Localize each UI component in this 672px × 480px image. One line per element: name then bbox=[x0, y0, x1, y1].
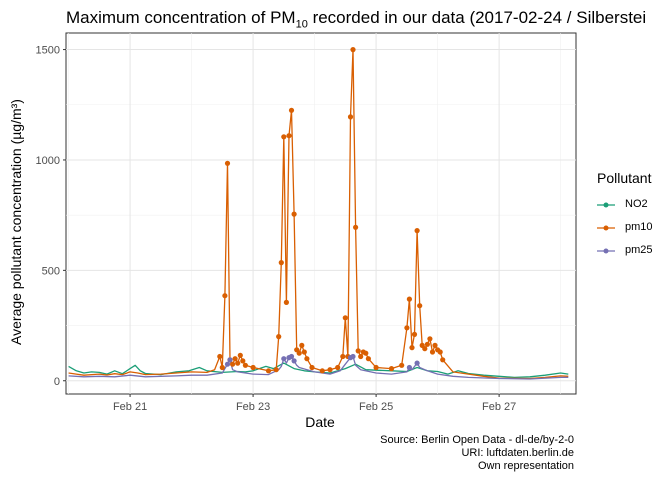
legend-item-pm25: pm25 bbox=[597, 242, 653, 265]
data-point-pm10 bbox=[301, 349, 307, 355]
series-line-no2 bbox=[68, 362, 569, 379]
data-point-pm10 bbox=[286, 133, 292, 139]
data-point-pm10 bbox=[327, 367, 333, 373]
chart-title-suffix: recorded in our data (2017-02-24 / Silbe… bbox=[307, 8, 647, 27]
legend-label-no2: NO2 bbox=[625, 198, 648, 210]
y-axis-title: Average pollutant concentration (µg/m³) bbox=[8, 99, 24, 345]
data-point-pm25 bbox=[224, 361, 231, 367]
data-point-pm10 bbox=[296, 350, 302, 356]
data-point-pm25 bbox=[350, 353, 356, 360]
data-point-pm10 bbox=[219, 364, 225, 371]
data-point-pm10 bbox=[242, 362, 248, 368]
data-point-pm10 bbox=[440, 357, 446, 363]
y-tick-label: 1500 bbox=[36, 45, 60, 57]
data-point-pm10 bbox=[299, 342, 305, 348]
legend: Pollutant NO2 pm10 pm25 bbox=[597, 170, 653, 265]
data-point-pm10 bbox=[409, 345, 415, 351]
legend-item-no2: NO2 bbox=[597, 196, 651, 219]
x-tick-label: Feb 25 bbox=[359, 401, 393, 413]
data-point-pm10 bbox=[222, 293, 228, 299]
data-point-pm10 bbox=[406, 296, 412, 302]
data-point-pm10 bbox=[350, 47, 356, 53]
data-point-pm10 bbox=[273, 367, 279, 373]
caption-source: Source: Berlin Open Data - dl-de/by-2-0 bbox=[380, 434, 574, 446]
data-point-pm10 bbox=[358, 353, 364, 360]
data-point-pm10 bbox=[230, 361, 236, 367]
data-point-pm10 bbox=[278, 260, 284, 266]
data-point-pm10 bbox=[427, 336, 433, 342]
legend-label-pm10: pm10 bbox=[625, 221, 653, 233]
data-point-pm25 bbox=[281, 356, 287, 362]
data-point-pm10 bbox=[335, 364, 341, 371]
data-point-pm10 bbox=[353, 224, 359, 230]
data-point-pm10 bbox=[365, 356, 371, 362]
chart-title-subscript: 10 bbox=[295, 18, 308, 31]
legend-key-pm10 bbox=[597, 225, 615, 231]
y-tick-label: 500 bbox=[42, 265, 60, 277]
data-point-pm25 bbox=[227, 357, 233, 363]
data-point-pm10 bbox=[432, 342, 438, 348]
data-point-pm10 bbox=[304, 356, 310, 362]
y-tick-label: 0 bbox=[54, 376, 60, 388]
data-point-pm10 bbox=[224, 160, 231, 166]
data-point-pm10 bbox=[281, 134, 287, 140]
chart-title: Maximum concentration of PM10 recorded i… bbox=[66, 8, 646, 30]
data-point-pm10 bbox=[283, 299, 289, 305]
data-point-pm10 bbox=[414, 228, 420, 234]
data-point-pm25 bbox=[288, 353, 295, 360]
legend-item-pm10: pm10 bbox=[597, 219, 653, 242]
data-point-pm10 bbox=[411, 331, 418, 337]
chart-title-prefix: Maximum concentration of PM bbox=[66, 8, 296, 27]
legend-label-pm25: pm25 bbox=[625, 244, 653, 256]
y-tick-label: 1000 bbox=[36, 155, 60, 167]
legend-key-no2 bbox=[597, 202, 615, 208]
gridlines bbox=[66, 33, 576, 394]
x-tick-label: Feb 21 bbox=[113, 401, 147, 413]
data-point-pm10 bbox=[355, 348, 361, 354]
data-point-pm10 bbox=[429, 349, 436, 355]
x-tick-label: Feb 27 bbox=[482, 401, 516, 413]
data-point-pm10 bbox=[340, 353, 346, 360]
data-point-pm10 bbox=[399, 362, 405, 368]
caption-note: Own representation bbox=[478, 460, 574, 472]
data-point-pm10 bbox=[424, 341, 430, 347]
data-point-pm10 bbox=[240, 358, 246, 364]
data-point-pm10 bbox=[291, 211, 297, 217]
data-point-pm25 bbox=[406, 364, 412, 371]
series-line-pm25 bbox=[68, 355, 569, 380]
data-point-pm10 bbox=[232, 356, 238, 362]
data-point-pm10 bbox=[217, 353, 223, 360]
data-point-pm10 bbox=[319, 368, 325, 374]
legend-title: Pollutant bbox=[597, 170, 652, 186]
data-point-pm10 bbox=[309, 364, 315, 371]
caption-uri: URI: luftdaten.berlin.de bbox=[461, 447, 574, 459]
legend-key-pm25 bbox=[597, 248, 615, 254]
data-point-pm25 bbox=[414, 360, 420, 366]
data-point-pm10 bbox=[235, 360, 241, 366]
data-point-pm10 bbox=[276, 334, 282, 340]
data-point-pm10 bbox=[388, 366, 395, 372]
data-point-pm10 bbox=[288, 107, 295, 113]
caption: Source: Berlin Open Data - dl-de/by-2-0 … bbox=[380, 434, 574, 473]
data-point-pm10 bbox=[404, 325, 410, 331]
plot-panel bbox=[65, 32, 577, 395]
data-point-pm10 bbox=[437, 349, 443, 355]
data-point-pm10 bbox=[417, 303, 423, 309]
data-point-pm10 bbox=[342, 315, 348, 321]
series-points bbox=[217, 47, 446, 374]
y-axis-title-wrap: Average pollutant concentration (µg/m³) bbox=[0, 0, 30, 480]
data-point-pm10 bbox=[265, 368, 272, 374]
axes: 0 500 1000 1500 Feb 21 Feb 23 Feb 25 Feb 27 bbox=[36, 45, 517, 413]
x-axis-title: Date bbox=[305, 414, 335, 430]
data-point-pm10 bbox=[363, 350, 369, 356]
x-tick-label: Feb 23 bbox=[236, 401, 270, 413]
data-point-pm10 bbox=[237, 352, 243, 358]
data-point-pm10 bbox=[422, 346, 428, 352]
data-point-pm10 bbox=[250, 364, 256, 371]
data-point-pm25 bbox=[291, 358, 297, 364]
data-point-pm10 bbox=[373, 364, 379, 371]
data-point-pm10 bbox=[347, 114, 354, 120]
